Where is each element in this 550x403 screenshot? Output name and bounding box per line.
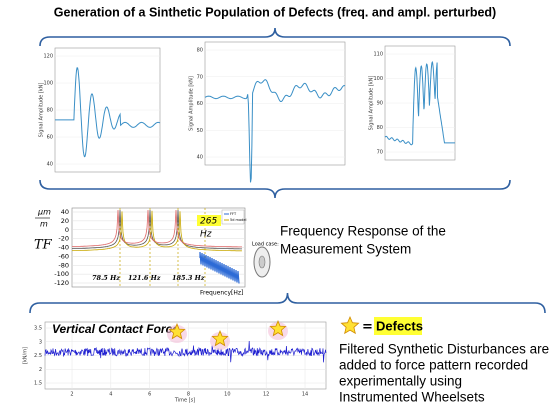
y-tick-label: 40 [47, 162, 53, 168]
defects-highlight [374, 317, 422, 335]
y-tick-label: -40 [58, 244, 69, 252]
y-tick-label: 90 [377, 101, 383, 107]
defect-star [340, 315, 360, 335]
tf-unit: μm [37, 208, 51, 217]
x-axis-label: Frequency[Hz] [200, 290, 243, 297]
note-line: experimentally using [339, 374, 462, 389]
y-tick-label: 70 [377, 150, 383, 156]
legend-label: FFT [230, 212, 237, 216]
x-axis-label: Time [s] [174, 398, 195, 403]
y-tick-label: 120 [43, 54, 53, 60]
y-tick-label: -20 [58, 235, 69, 243]
y-tick-label: -60 [58, 252, 69, 260]
y-tick-label: 70 [197, 74, 203, 80]
y-tick-label: 3.5 [34, 326, 42, 332]
y-tick-label: 3 [39, 339, 42, 345]
peak-label: 121.6 Hz [128, 274, 161, 282]
tf-unit: m [40, 220, 48, 229]
x-tick-label: 4 [109, 392, 112, 398]
signal-curve [204, 79, 346, 183]
peak-label: 185.3 Hz [172, 274, 205, 282]
y-tick-label: 100 [43, 81, 53, 87]
defects-legend: = Defects [340, 315, 423, 335]
defects-symbol: = [362, 320, 373, 335]
force-title: Vertical Contact Force [52, 322, 179, 336]
defect-star [168, 322, 186, 340]
x-tick-label: 12 [263, 392, 269, 398]
signal-curve [55, 67, 161, 158]
y-tick-label: 110 [373, 52, 383, 58]
y-tick-label: -80 [58, 261, 69, 269]
figure-title: Generation of a Sinthetic Population of … [54, 5, 496, 19]
y-tick-label: -120 [54, 279, 69, 287]
brace [39, 27, 511, 47]
x-tick-label: 2 [70, 392, 73, 398]
brace [39, 179, 511, 199]
inset-label: Load case: [252, 242, 279, 248]
y-tick-label: 80 [197, 48, 203, 54]
y-axis-label: Signal Amplitude [kN] [369, 76, 375, 131]
y-tick-label: 2.5 [34, 353, 42, 359]
x-tick-label: 8 [187, 392, 190, 398]
tf-caption: Frequency Response of the [280, 224, 446, 239]
y-tick-label: 40 [197, 155, 203, 161]
y-tick-label: 2 [39, 367, 42, 373]
note-line: Instrumented Wheelsets [339, 390, 485, 403]
y-axis-label: [kN/m] [23, 347, 29, 364]
y-axis-label: Signal Amplitude [kN] [39, 83, 45, 138]
highlight-label: Hz [200, 230, 212, 240]
y-tick-label: 60 [197, 101, 203, 107]
braces [29, 27, 546, 314]
force-signal [44, 340, 327, 363]
wheel-hub [258, 255, 266, 269]
tf-curve [71, 209, 242, 248]
tf-caption: Measurement System [280, 242, 411, 257]
y-tick-label: 50 [197, 128, 203, 134]
defect-star [211, 329, 229, 347]
y-tick-label: 100 [373, 76, 383, 82]
x-tick-label: 6 [148, 392, 151, 398]
peak-label: 78.5 Hz [92, 274, 120, 282]
y-tick-label: 40 [61, 208, 69, 216]
x-tick-label: 10 [224, 392, 230, 398]
brace [29, 292, 546, 314]
highlight-box [197, 215, 221, 226]
y-tick-label: 1.5 [34, 381, 42, 387]
legend-label: 5d model [230, 218, 246, 222]
y-tick-label: 0 [65, 226, 69, 234]
tf-label: TF [34, 238, 53, 253]
note-line: added to force pattern recorded [339, 358, 528, 373]
tf-curve [71, 210, 243, 252]
defects-label: Defects [376, 318, 423, 333]
y-tick-label: 20 [61, 217, 69, 225]
y-axis-label: Signal Amplitude [kN] [189, 76, 195, 131]
x-tick-label: 14 [302, 392, 308, 398]
note-line: Filtered Synthetic Disturbances are [339, 342, 549, 357]
fft-noise [199, 251, 240, 284]
force-chart: 3.5 3 2.5 2 1.5 2 4 6 8 10 12 14 Time [s] [kN/m] Verti… [23, 319, 327, 403]
highlight-label: 265 [200, 217, 217, 227]
y-tick-label: 80 [47, 108, 53, 114]
y-tick-label: 60 [47, 135, 53, 141]
tf-curve [72, 209, 242, 250]
defect-star [269, 319, 287, 337]
y-tick-label: 80 [377, 125, 383, 131]
signal-curve [384, 60, 455, 146]
y-tick-label: -100 [54, 270, 69, 278]
